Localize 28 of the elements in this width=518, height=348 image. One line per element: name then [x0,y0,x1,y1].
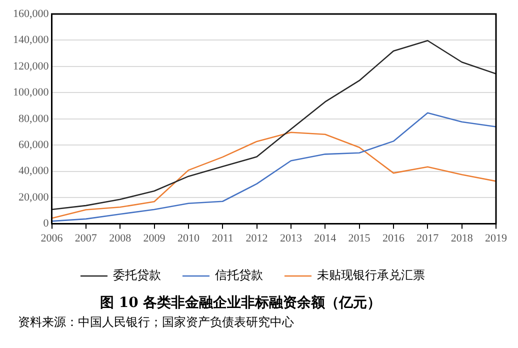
x-tick-label: 2018 [450,232,474,244]
y-tick-label: 160,000 [13,8,50,20]
x-tick-label: 2015 [348,232,371,244]
legend-label: 未贴现银行承兑汇票 [317,268,425,282]
x-tick-label: 2010 [177,232,200,244]
legend-label: 信托贷款 [215,268,263,282]
y-tick-label: 80,000 [18,112,50,125]
y-tick-label: 0 [43,218,50,230]
x-tick-label: 2012 [246,232,268,244]
y-tick-label: 100,000 [13,86,50,99]
text: 资料来源：中国人民银行；国家资产负债表研究中心 [17,314,295,331]
legend-label: 委托贷款 [113,268,161,282]
y-tick-label: 60,000 [18,139,50,152]
x-tick-label: 2014 [314,232,337,244]
x-tick-label: 2019 [485,232,508,244]
x-tick-label: 2016 [382,232,405,244]
y-tick-label: 20,000 [18,191,50,204]
x-tick-label: 2017 [416,232,440,244]
text: 图 10 各类非金融企业非标融资余额（亿元） [99,294,382,312]
y-tick-label: 140,000 [13,34,50,46]
y-tick-label: 40,000 [18,165,50,178]
x-tick-label: 2006 [40,232,64,244]
x-tick-label: 2007 [74,232,98,244]
x-tick-label: 2011 [212,232,234,244]
x-tick-label: 2009 [143,232,166,244]
x-tick-label: 2013 [280,232,302,244]
x-tick-label: 2008 [109,232,132,244]
y-tick-label: 120,000 [13,60,50,72]
